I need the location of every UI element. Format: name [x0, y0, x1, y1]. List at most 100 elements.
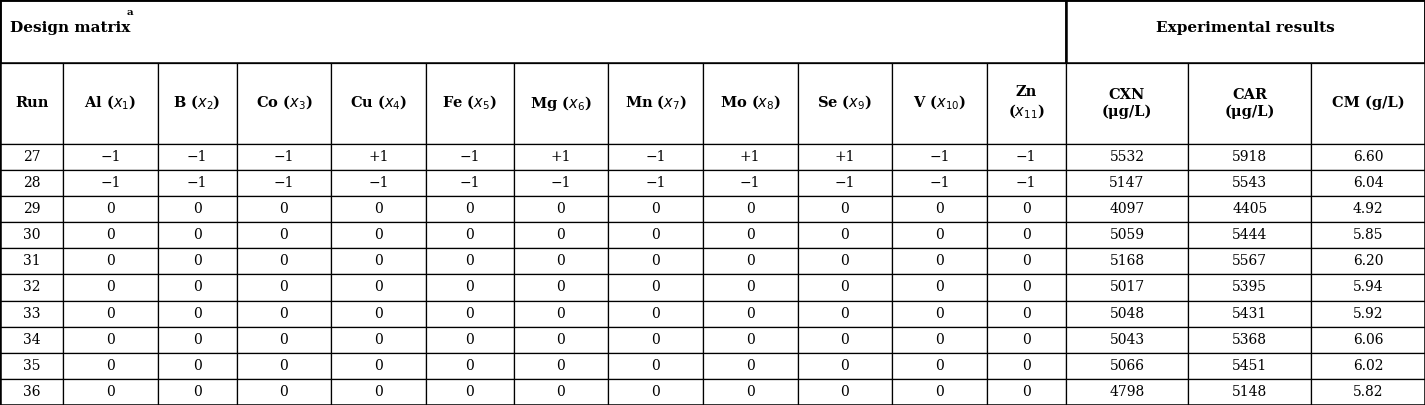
Text: −1: −1 — [929, 150, 949, 164]
Bar — [892, 301, 986, 326]
Bar — [892, 170, 986, 196]
Bar — [331, 222, 426, 248]
Bar — [892, 353, 986, 379]
Bar — [1311, 353, 1425, 379]
Bar — [426, 222, 513, 248]
Bar — [63, 222, 158, 248]
Text: 0: 0 — [192, 307, 201, 321]
Bar — [237, 301, 331, 326]
Bar — [703, 170, 798, 196]
Text: 0: 0 — [841, 280, 849, 294]
Text: 0: 0 — [466, 280, 475, 294]
Bar — [1188, 63, 1311, 144]
Text: 0: 0 — [745, 280, 755, 294]
Text: −1: −1 — [274, 150, 294, 164]
Text: 4.92: 4.92 — [1352, 202, 1384, 216]
Bar — [158, 222, 237, 248]
Text: 0: 0 — [105, 202, 115, 216]
Bar — [703, 326, 798, 353]
Bar — [426, 144, 513, 170]
Bar — [331, 63, 426, 144]
Bar — [986, 144, 1066, 170]
Text: 0: 0 — [1022, 359, 1030, 373]
Text: 30: 30 — [23, 228, 40, 242]
Bar — [426, 326, 513, 353]
Bar — [703, 222, 798, 248]
Text: 0: 0 — [651, 385, 660, 399]
Text: −1: −1 — [459, 150, 480, 164]
Text: 0: 0 — [375, 228, 383, 242]
Text: 5918: 5918 — [1233, 150, 1267, 164]
Text: 0: 0 — [1022, 202, 1030, 216]
Bar — [1311, 222, 1425, 248]
Text: 5532: 5532 — [1110, 150, 1144, 164]
Bar — [237, 353, 331, 379]
Bar — [513, 275, 608, 301]
Text: −1: −1 — [550, 176, 571, 190]
Bar — [798, 379, 892, 405]
Text: 0: 0 — [557, 307, 566, 321]
Bar — [0, 248, 63, 275]
Text: 0: 0 — [745, 202, 755, 216]
Bar — [158, 301, 237, 326]
Bar — [1188, 353, 1311, 379]
Text: 4405: 4405 — [1233, 202, 1267, 216]
Bar — [892, 248, 986, 275]
Text: 6.20: 6.20 — [1352, 254, 1384, 269]
Text: 0: 0 — [745, 307, 755, 321]
Bar — [513, 379, 608, 405]
Text: 0: 0 — [557, 228, 566, 242]
Text: 0: 0 — [375, 307, 383, 321]
Bar — [1188, 379, 1311, 405]
Bar — [1311, 144, 1425, 170]
Bar — [158, 379, 237, 405]
Text: Mn ($\mathit{x}_7$): Mn ($\mathit{x}_7$) — [624, 94, 687, 113]
Bar — [608, 170, 703, 196]
Text: Design matrix: Design matrix — [10, 21, 130, 35]
Text: 6.06: 6.06 — [1352, 333, 1384, 347]
Text: 0: 0 — [466, 307, 475, 321]
Bar — [892, 196, 986, 222]
Text: Cu ($\mathit{x}_4$): Cu ($\mathit{x}_4$) — [351, 94, 408, 113]
Text: 0: 0 — [841, 385, 849, 399]
Bar — [1066, 379, 1188, 405]
Text: CAR
(μg/L): CAR (μg/L) — [1224, 87, 1275, 119]
Text: 6.60: 6.60 — [1352, 150, 1384, 164]
Text: −1: −1 — [100, 176, 121, 190]
Bar — [892, 326, 986, 353]
Text: 0: 0 — [375, 333, 383, 347]
Bar — [237, 196, 331, 222]
Bar — [426, 248, 513, 275]
Text: 0: 0 — [557, 359, 566, 373]
Text: 0: 0 — [651, 254, 660, 269]
Bar — [986, 326, 1066, 353]
Text: +1: +1 — [835, 150, 855, 164]
Text: 0: 0 — [745, 333, 755, 347]
Bar — [237, 248, 331, 275]
Bar — [703, 275, 798, 301]
Text: Run: Run — [14, 96, 48, 110]
Bar — [798, 170, 892, 196]
Text: 0: 0 — [745, 359, 755, 373]
Text: 6.02: 6.02 — [1352, 359, 1384, 373]
Text: 0: 0 — [557, 385, 566, 399]
Bar — [798, 301, 892, 326]
Text: 0: 0 — [279, 307, 288, 321]
Text: −1: −1 — [1016, 176, 1036, 190]
Text: 0: 0 — [375, 359, 383, 373]
Text: 0: 0 — [651, 359, 660, 373]
Text: 0: 0 — [935, 228, 943, 242]
Bar — [426, 196, 513, 222]
Text: 0: 0 — [935, 307, 943, 321]
Text: 0: 0 — [557, 202, 566, 216]
Text: 5066: 5066 — [1110, 359, 1144, 373]
Bar — [986, 248, 1066, 275]
Bar — [158, 170, 237, 196]
Bar — [608, 144, 703, 170]
Text: 0: 0 — [279, 254, 288, 269]
Bar — [703, 144, 798, 170]
Bar — [0, 222, 63, 248]
Bar — [1311, 275, 1425, 301]
Bar — [426, 63, 513, 144]
Bar — [0, 326, 63, 353]
